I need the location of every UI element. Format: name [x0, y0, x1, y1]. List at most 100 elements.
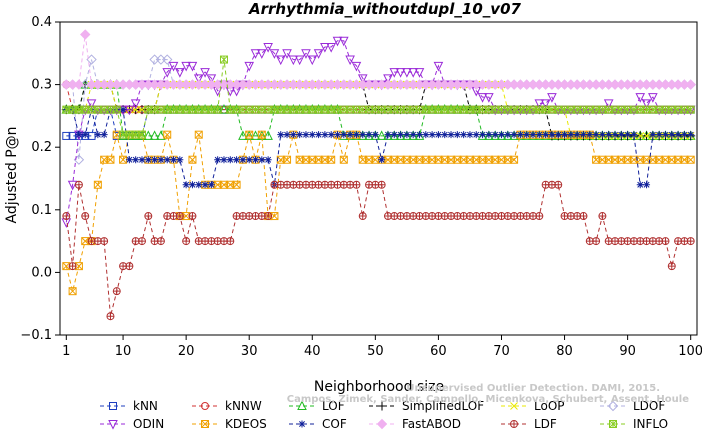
data-point: [434, 131, 442, 139]
legend: kNN kNNW LOF SimplifiedLOF LoOP LDOF ODIN KDEOS…: [100, 399, 668, 431]
data-point: [327, 131, 335, 139]
data-point: [395, 130, 406, 140]
data-point: [201, 402, 209, 410]
data-point-cross: [144, 212, 152, 220]
data-point: [466, 131, 474, 139]
data-point: [604, 155, 613, 164]
data-point: [194, 130, 203, 139]
data-point: [509, 130, 519, 140]
data-point: [132, 156, 140, 164]
data-point: [214, 156, 222, 164]
data-point: [586, 131, 594, 139]
data-point: [124, 105, 135, 116]
data-point: [294, 55, 305, 66]
data-point: [607, 400, 619, 412]
legend-item-kdeos: KDEOS: [192, 417, 267, 431]
data-point: [220, 156, 228, 164]
data-point: [357, 130, 368, 140]
data-point: [649, 131, 657, 139]
data-point: [130, 130, 141, 140]
data-point-cross: [113, 287, 121, 295]
data-point: [440, 155, 449, 164]
data-point: [453, 131, 461, 139]
data-point: [421, 155, 430, 164]
data-point: [86, 99, 97, 109]
data-point: [624, 131, 632, 139]
data-point-cross: [510, 420, 518, 428]
data-point: [617, 131, 625, 139]
data-point: [182, 181, 190, 189]
data-point: [201, 420, 209, 428]
data-point: [668, 131, 676, 139]
data-point: [244, 61, 255, 72]
data-point-cross: [138, 130, 146, 139]
data-point-cross: [100, 237, 108, 245]
data-point: [617, 155, 626, 164]
data-point: [137, 130, 147, 140]
data-point: [515, 130, 526, 140]
data-point: [365, 131, 373, 139]
legend-item-loop: LoOP: [501, 399, 565, 413]
data-point: [409, 131, 417, 139]
data-point: [149, 130, 160, 140]
data-point: [433, 61, 444, 72]
data-point: [351, 130, 362, 140]
data-point: [163, 130, 172, 139]
data-point-cross: [687, 237, 695, 245]
data-point: [124, 130, 135, 140]
data-point: [80, 29, 91, 40]
watermark-line-2: Campos, Zimek, Sander, Campello, Micenko…: [287, 394, 689, 405]
data-point: [339, 36, 349, 47]
data-point: [460, 131, 468, 139]
data-point: [239, 156, 247, 164]
data-point-cross: [245, 130, 254, 139]
data-point-cross: [188, 212, 196, 220]
data-point: [389, 130, 400, 140]
data-point: [351, 61, 362, 72]
data-point: [282, 49, 292, 59]
legend-item-knn: kNN: [100, 399, 158, 413]
y-tick-label: −0.1: [20, 328, 52, 343]
data-point: [359, 131, 367, 139]
data-point: [377, 401, 387, 411]
data-point: [376, 418, 388, 430]
legend-label: LDF: [534, 417, 557, 431]
data-point: [390, 155, 399, 164]
legend-item-lof: LOF: [289, 399, 345, 413]
data-point: [655, 155, 664, 164]
data-point: [138, 156, 146, 164]
data-point: [402, 130, 412, 140]
series-ldf: [62, 180, 695, 321]
data-point: [352, 131, 360, 139]
data-point: [687, 131, 695, 139]
data-point: [680, 131, 688, 139]
data-point: [119, 106, 127, 114]
data-point: [93, 180, 102, 189]
data-point: [504, 131, 512, 139]
y-tick-label: 0.2: [31, 140, 52, 155]
data-point: [523, 131, 531, 139]
data-point: [648, 93, 658, 103]
data-point: [162, 68, 173, 78]
data-point: [611, 131, 619, 139]
data-point: [390, 131, 398, 139]
x-tick-label: 90: [619, 344, 636, 359]
data-point: [371, 131, 379, 139]
data-point: [258, 156, 266, 164]
data-point: [408, 130, 418, 140]
data-point: [674, 155, 683, 164]
x-tick-label: 70: [493, 344, 510, 359]
data-point: [497, 155, 506, 164]
data-point: [403, 131, 411, 139]
data-point: [567, 131, 575, 139]
data-point-cross: [686, 155, 695, 164]
data-point: [245, 130, 254, 139]
data-point: [453, 155, 462, 164]
data-point: [75, 131, 83, 139]
data-point: [168, 61, 179, 72]
data-point-cross: [138, 237, 146, 245]
data-point: [491, 131, 499, 139]
data-point: [484, 93, 494, 103]
data-point: [484, 155, 493, 164]
data-point-cross: [119, 155, 127, 164]
